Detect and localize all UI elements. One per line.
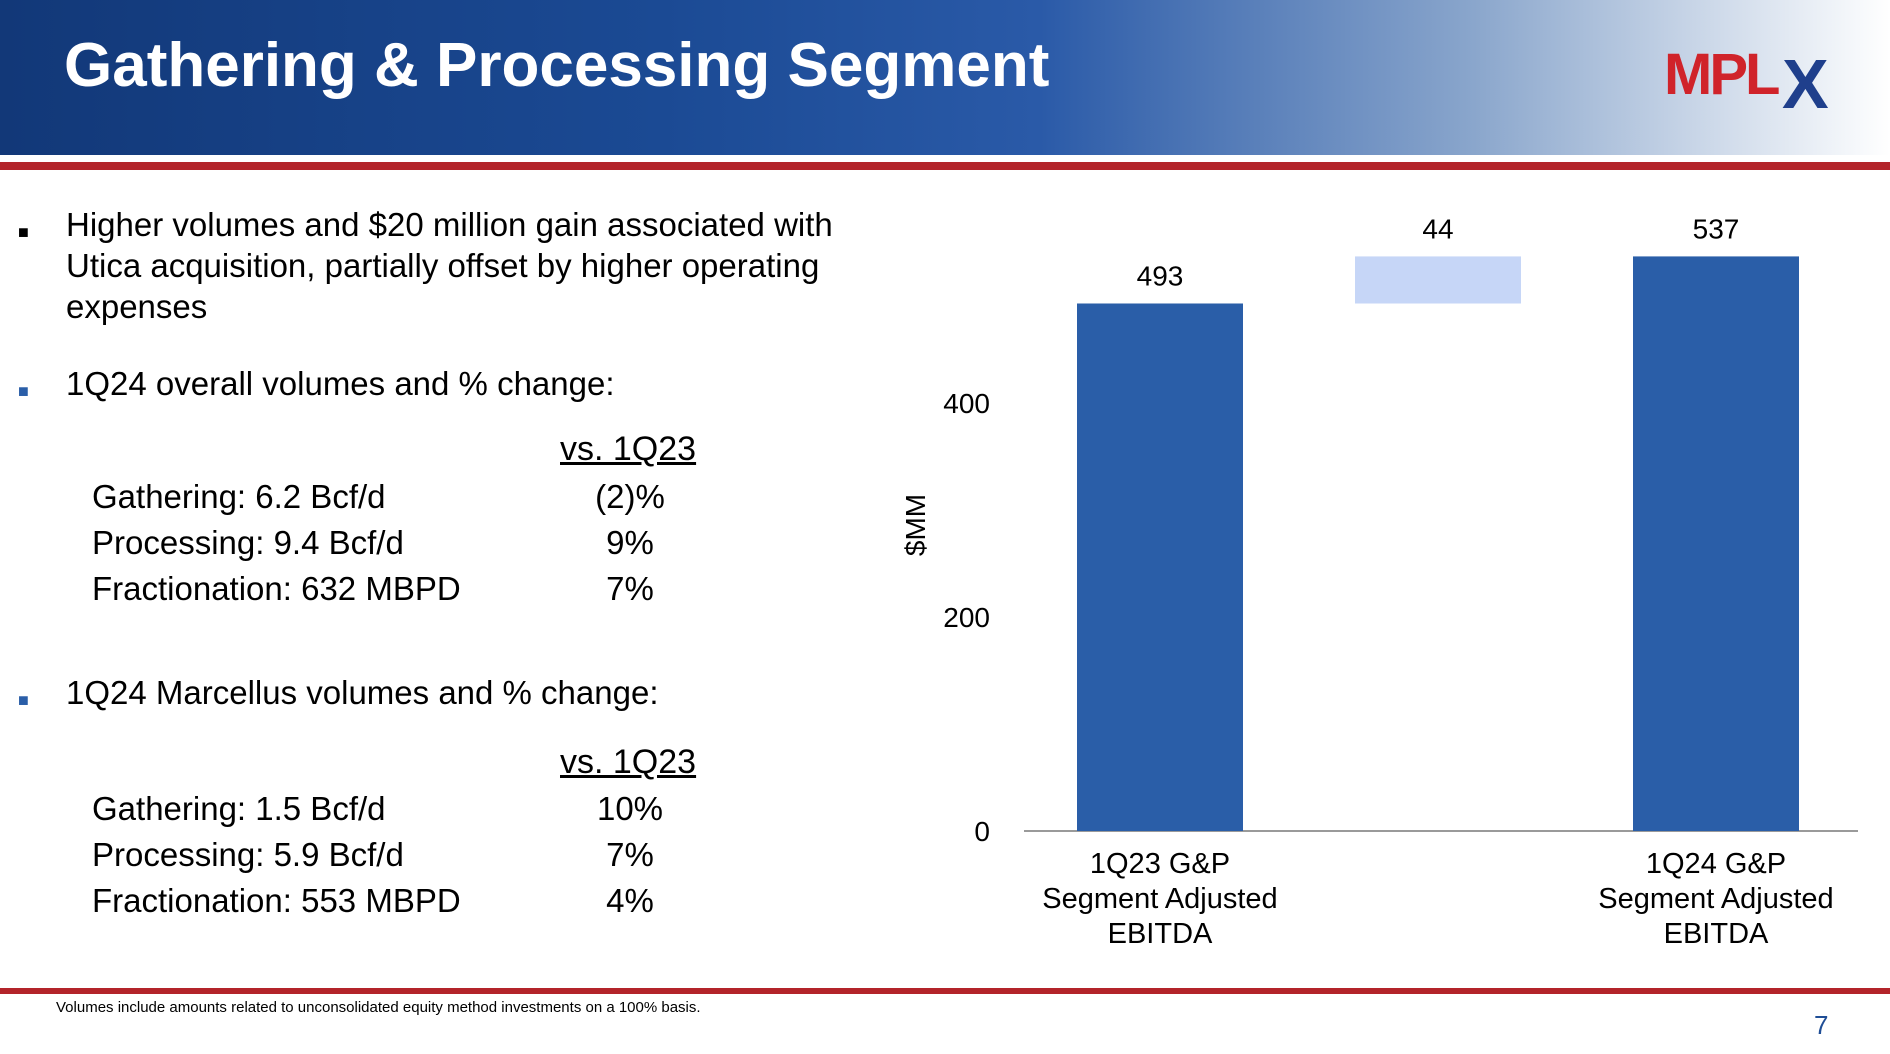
marcellus-vs-header: vs. 1Q23: [560, 743, 697, 781]
y-tick-label: 200: [943, 602, 990, 633]
overall-vs-header: vs. 1Q23: [560, 430, 697, 468]
overall-gathering-change: (2)%: [595, 478, 665, 515]
square-bullet-icon: ■: [18, 690, 29, 710]
page-number: 7: [1814, 1010, 1829, 1040]
marcellus-fractionation-change: 4%: [606, 882, 654, 919]
square-bullet-icon: ■: [18, 222, 29, 242]
bullet-3-text: 1Q24 Marcellus volumes and % change:: [66, 674, 659, 711]
x-category-label: EBITDA: [1108, 918, 1213, 950]
bullet-1-line-1: Higher volumes and $20 million gain asso…: [66, 206, 833, 243]
x-category-label: 1Q23 G&P: [1090, 848, 1230, 880]
footer-divider: [0, 988, 1890, 994]
marcellus-processing-label: Processing: 5.9 Bcf/d: [92, 836, 404, 873]
marcellus-processing-change: 7%: [606, 836, 654, 873]
marcellus-gathering-change: 10%: [596, 790, 664, 827]
page-title: Gathering & Processing Segment: [64, 31, 1050, 100]
header-divider: [0, 162, 1890, 170]
mplx-logo: MPL X: [1664, 42, 1829, 116]
x-category-label: Segment Adjusted: [1042, 883, 1277, 915]
x-category-label: Segment Adjusted: [1598, 883, 1833, 915]
overall-fractionation-label: Fractionation: 632 MBPD: [92, 570, 461, 607]
y-tick-label: 0: [974, 816, 990, 847]
waterfall-total-bar: [1633, 256, 1799, 831]
svg-text:X: X: [1782, 45, 1829, 116]
bar-data-label: 44: [1422, 213, 1453, 244]
y-axis-label: $MM: [900, 494, 931, 556]
y-tick-label: 400: [943, 388, 990, 419]
overall-processing-label: Processing: 9.4 Bcf/d: [92, 524, 404, 561]
x-category-label: 1Q24 G&P: [1646, 848, 1786, 880]
bullet-1-text: Higher volumes and $20 million gain asso…: [66, 204, 833, 327]
bullet-1-line-3: expenses: [66, 288, 208, 325]
svg-text:MPL: MPL: [1664, 42, 1779, 107]
bar-data-label: 537: [1693, 213, 1740, 244]
bar-data-label: 493: [1137, 260, 1184, 291]
footnote: Volumes include amounts related to uncon…: [56, 999, 701, 1016]
bullet-2-text: 1Q24 overall volumes and % change:: [66, 365, 615, 402]
x-category-label: EBITDA: [1664, 918, 1769, 950]
header-banner: Gathering & Processing Segment MPL X: [0, 0, 1890, 155]
marcellus-fractionation-label: Fractionation: 553 MBPD: [92, 882, 461, 919]
overall-gathering-label: Gathering: 6.2 Bcf/d: [92, 478, 386, 515]
waterfall-total-bar: [1077, 303, 1243, 831]
overall-fractionation-change: 7%: [606, 570, 654, 607]
bullet-1-line-2: Utica acquisition, partially offset by h…: [66, 247, 820, 284]
square-bullet-icon: ■: [18, 381, 29, 401]
marcellus-gathering-label: Gathering: 1.5 Bcf/d: [92, 790, 386, 827]
overall-processing-change: 9%: [606, 524, 654, 561]
waterfall-delta-bar: [1355, 256, 1521, 304]
